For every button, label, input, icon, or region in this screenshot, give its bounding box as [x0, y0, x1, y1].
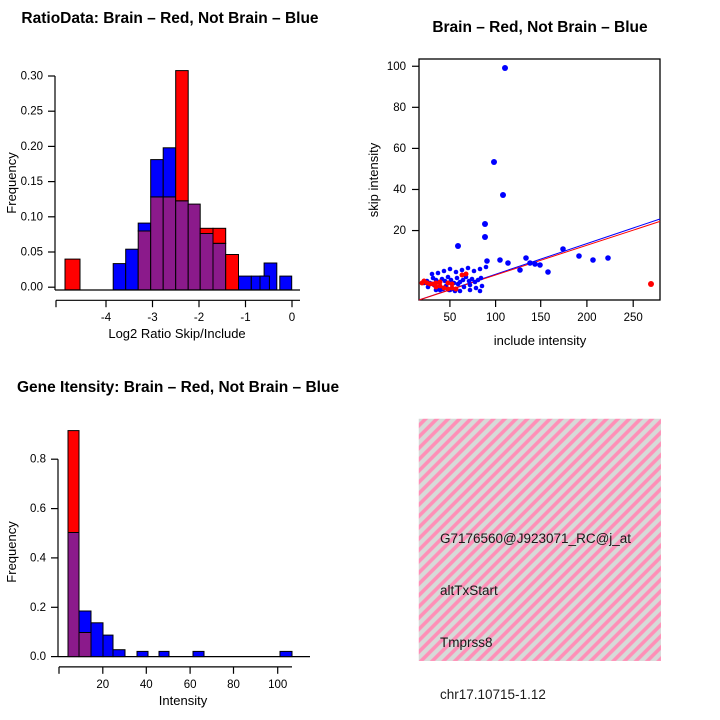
svg-text:150: 150 — [531, 312, 550, 324]
svg-text:Frequency: Frequency — [4, 521, 19, 583]
svg-text:100: 100 — [268, 679, 287, 691]
svg-text:chr17.10715-1.12: chr17.10715-1.12 — [440, 687, 546, 702]
svg-text:250: 250 — [624, 312, 643, 324]
svg-text:-2: -2 — [194, 312, 204, 324]
svg-text:0.05: 0.05 — [21, 247, 43, 259]
svg-text:RatioData: Brain – Red, Not Br: RatioData: Brain – Red, Not Brain – Blue — [21, 10, 319, 27]
svg-text:Brain – Red, Not Brain – Blue: Brain – Red, Not Brain – Blue — [432, 19, 648, 36]
svg-text:Intensity: Intensity — [159, 693, 208, 708]
svg-text:50: 50 — [444, 312, 457, 324]
svg-text:-4: -4 — [101, 312, 112, 324]
svg-text:-1: -1 — [240, 312, 250, 324]
svg-text:20: 20 — [393, 225, 406, 237]
svg-text:Gene Itensity: Brain – Red, No: Gene Itensity: Brain – Red, Not Brain – … — [17, 379, 340, 396]
svg-text:0.6: 0.6 — [30, 503, 46, 515]
svg-text:80: 80 — [227, 679, 240, 691]
svg-text:G7176560@J923071_RC@j_at: G7176560@J923071_RC@j_at — [440, 531, 631, 546]
svg-text:include intensity: include intensity — [494, 333, 587, 348]
svg-text:40: 40 — [140, 679, 153, 691]
svg-text:0.00: 0.00 — [21, 282, 43, 294]
svg-text:80: 80 — [393, 102, 406, 114]
svg-text:0.15: 0.15 — [21, 176, 43, 188]
svg-text:40: 40 — [393, 184, 406, 196]
svg-text:skip intensity: skip intensity — [366, 142, 381, 217]
svg-text:-3: -3 — [147, 312, 157, 324]
svg-text:0.8: 0.8 — [30, 454, 46, 466]
svg-text:0.0: 0.0 — [30, 651, 46, 663]
svg-text:200: 200 — [577, 312, 596, 324]
svg-text:altTxStart: altTxStart — [440, 583, 498, 598]
svg-text:0.10: 0.10 — [21, 211, 43, 223]
svg-text:Log2 Ratio Skip/Include: Log2 Ratio Skip/Include — [108, 326, 245, 341]
svg-text:0.4: 0.4 — [30, 552, 47, 564]
svg-text:60: 60 — [393, 143, 406, 155]
svg-text:0: 0 — [289, 312, 295, 324]
svg-text:0.2: 0.2 — [30, 602, 46, 614]
svg-text:Tmprss8: Tmprss8 — [440, 635, 493, 650]
svg-text:0.25: 0.25 — [21, 106, 43, 118]
svg-text:60: 60 — [184, 679, 197, 691]
svg-text:20: 20 — [96, 679, 109, 691]
svg-text:Frequency: Frequency — [4, 152, 19, 214]
svg-text:100: 100 — [486, 312, 505, 324]
svg-text:0.20: 0.20 — [21, 141, 43, 153]
svg-text:0.30: 0.30 — [21, 71, 43, 83]
svg-text:100: 100 — [387, 61, 406, 73]
